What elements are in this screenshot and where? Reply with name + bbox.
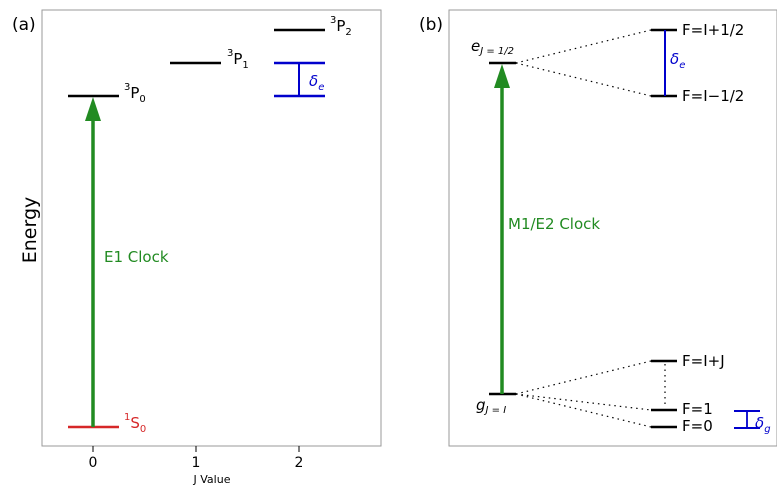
hf-upper-label-0: F=I+1/2 (682, 21, 744, 39)
x-axis-label: J Value (193, 473, 231, 486)
panel-a-frame (41, 9, 382, 447)
x-tick-label-1: 1 (192, 455, 201, 471)
panel-b-frame (448, 9, 777, 447)
y-axis-label: Energy (19, 197, 41, 264)
level-1S0-label: 1S0 (124, 412, 146, 435)
delta-e-label-a: δe (309, 72, 324, 93)
connector-lower-1 (515, 360, 652, 395)
level-g-label: gJ = I (476, 396, 506, 416)
level-e-label: eJ = 1/2 (471, 37, 514, 57)
x-tick-label-2: 2 (295, 455, 304, 471)
panel-b: (b) eJ = 1/2 gJ = I M1/E2 Clock F=I+1/2 … (419, 9, 777, 447)
connector-upper-1 (515, 29, 652, 64)
panel-b-label: (b) (419, 15, 443, 35)
e1-clock-arrowhead (85, 97, 101, 121)
level-3P0-label: 3P0 (124, 82, 146, 105)
hf-lower-label-1: F=1 (682, 400, 713, 418)
x-tick-label-0: 0 (89, 455, 98, 471)
connector-lower-3 (515, 393, 652, 428)
panel-a: (a) Energy 0 1 2 J Value 1S0 3P0 3P1 3P2… (12, 9, 382, 486)
delta-e-label-b: δe (670, 50, 685, 71)
e1-clock-label: E1 Clock (104, 248, 169, 266)
hf-lower-label-0: F=I+J (682, 352, 725, 370)
delta-e-bracket-a (274, 61, 325, 98)
hf-lower-label-2: F=0 (682, 417, 713, 435)
level-3P1-label: 3P1 (227, 48, 249, 71)
level-3P2-label: 3P2 (330, 15, 352, 38)
connector-lower-2 (515, 393, 652, 411)
m1e2-clock-label: M1/E2 Clock (508, 215, 600, 233)
m1e2-clock-arrowhead (494, 64, 510, 88)
panel-a-label: (a) (12, 15, 36, 35)
delta-g-bracket (734, 410, 760, 429)
delta-g-label: δg (755, 414, 771, 435)
connector-upper-2 (515, 62, 652, 97)
hf-upper-label-1: F=I−1/2 (682, 87, 744, 105)
